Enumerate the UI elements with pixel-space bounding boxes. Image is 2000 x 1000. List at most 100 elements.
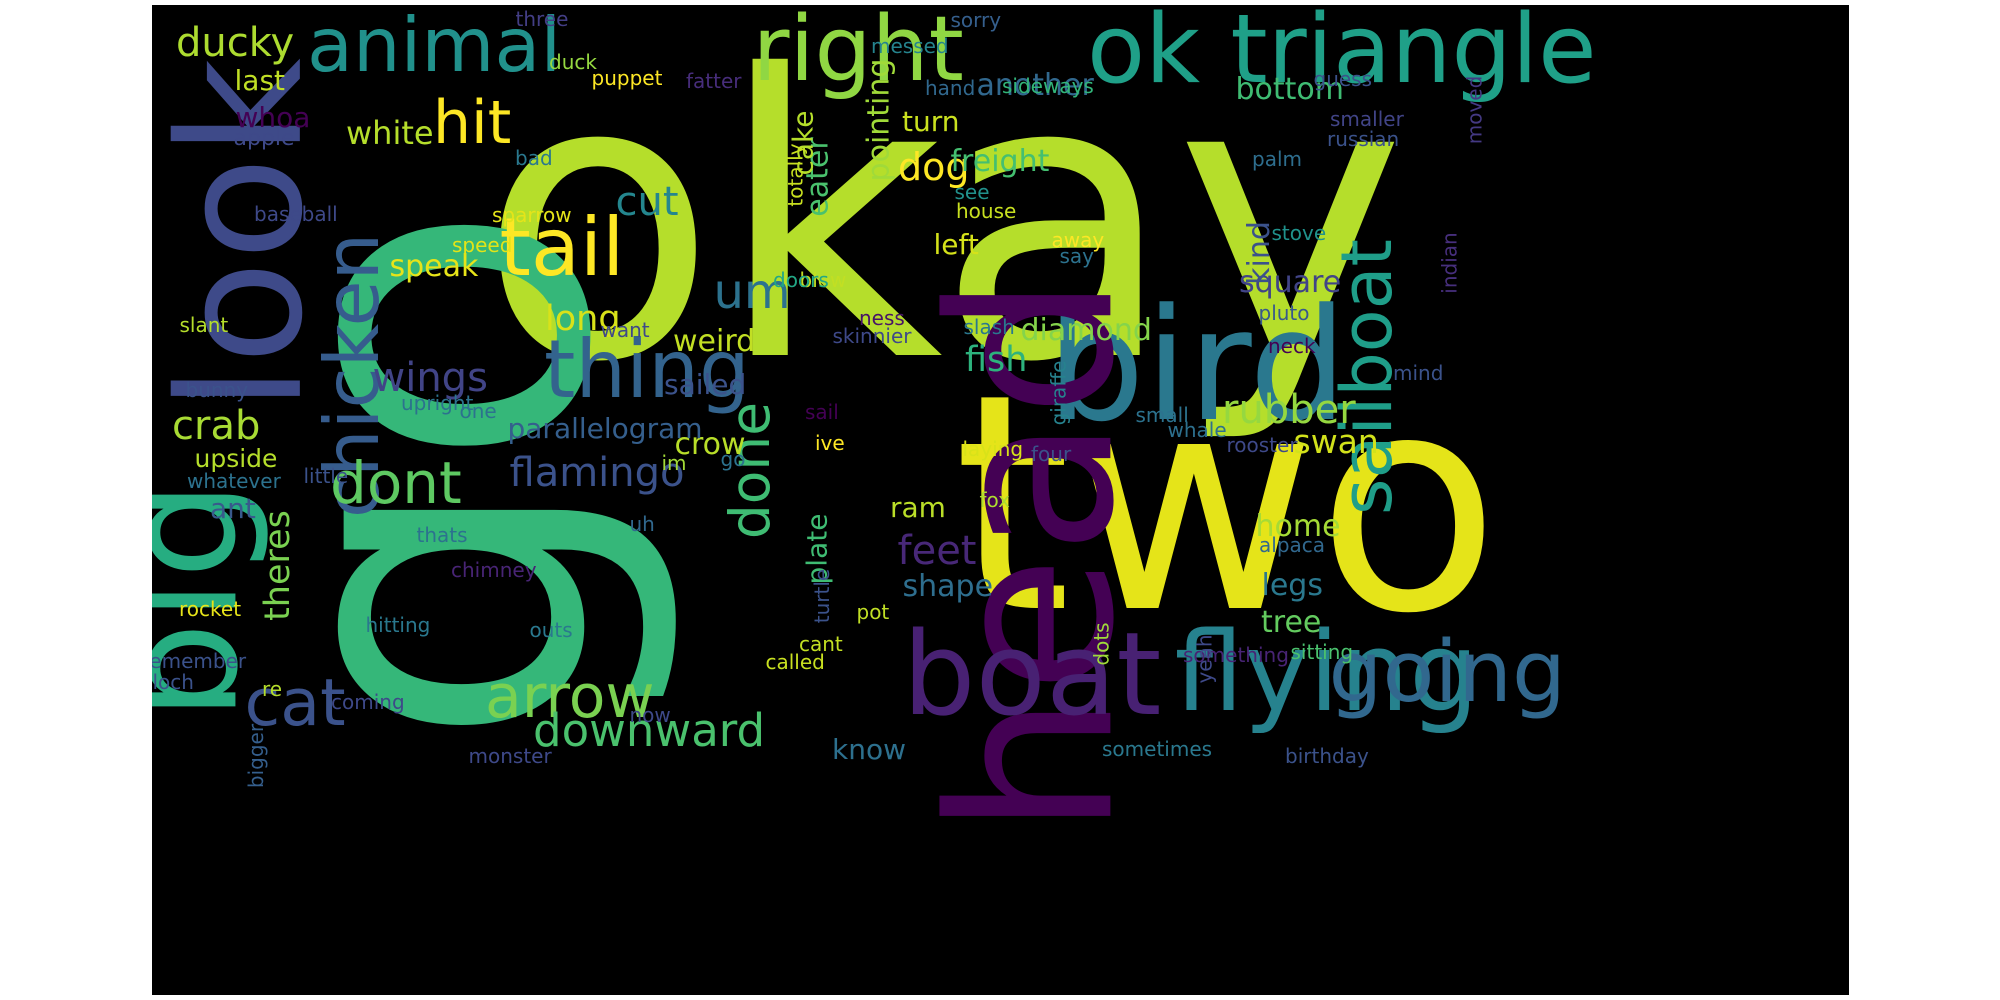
cloud-word: boat [902,607,1162,742]
cloud-word: um [713,264,791,320]
cloud-word: pointing [860,58,896,182]
cloud-word: sitting [1290,640,1354,664]
cloud-word: right [752,5,964,102]
cloud-word: parallelogram [507,412,703,445]
cloud-word: puppet [591,66,663,90]
cloud-word: indian [1437,232,1462,294]
cloud-word: fish [965,339,1028,380]
cloud-word: bottom [1235,72,1345,107]
cloud-word: hand [925,76,976,100]
cloud-word: slash [963,315,1015,339]
cloud-word: bird [1046,274,1348,456]
cloud-word: legs [1261,568,1323,603]
cloud-word: going [1328,622,1566,722]
cloud-word: rubber [1222,387,1356,433]
cloud-word: ram [890,491,946,524]
cloud-word: ducky [176,20,295,66]
cloud-word: want [600,318,650,342]
cloud-word: apple [233,126,295,151]
cloud-word: feet [897,528,977,574]
cloud-word: weird [673,324,756,359]
cloud-word: cat [244,665,346,741]
cloud-word: smaller [1330,107,1404,131]
cloud-word: pot [856,600,890,624]
cloud-word: bigger [244,723,269,789]
cloud-word: turn [902,105,960,138]
cloud-word: away [1051,228,1105,252]
cloud-word: mind [1393,361,1444,385]
cloud-word: upside [194,443,278,473]
cloud-word: palm [1252,147,1302,171]
cloud-word: crab [172,403,261,449]
cloud-word: turtle [810,568,835,624]
cloud-word: rocket [179,597,242,621]
cloud-word: one [459,399,497,423]
cloud-word: speak [389,249,479,284]
word-cloud: okay go two bird head look big flying boat ok tri… [152,5,1849,995]
cloud-word: square [1239,265,1342,300]
cloud-word: last [234,64,286,97]
cloud-word: say [1059,244,1095,268]
cloud-word: sorry [950,8,1002,32]
cloud-word: thing [544,323,750,416]
cloud-word: know [832,733,906,766]
cloud-word: whoa [235,101,311,134]
cloud-word: wings [372,355,488,401]
cloud-word: laying [962,437,1024,461]
cloud-word: yeah [1192,634,1217,684]
cloud-word: flying [1174,608,1480,736]
cloud-word: two [953,330,1501,679]
cloud-word: thats [416,523,468,547]
cloud-word: sailed [664,368,747,401]
cloud-word: sailboat [1325,239,1408,515]
cloud-word: dog [898,145,970,189]
cloud-word: loch [152,670,194,694]
cloud-word: okay [478,5,1406,447]
cloud-word: moved [1461,75,1486,145]
cloud-word: upright [401,391,474,415]
cloud-word: whale [1167,418,1227,442]
cloud-word: another [976,68,1094,103]
cloud-word: guess [1313,67,1373,91]
cloud-word: now [629,703,671,727]
cloud-word: long [545,298,621,339]
cloud-word: speed [452,233,513,257]
cloud-word: chimney [451,558,537,582]
cloud-word: sparrow [492,203,572,227]
cloud-word: small [1135,403,1189,427]
cloud-word: re [262,677,283,701]
cloud-word: downward [533,703,766,757]
cloud-word: bunny [185,378,249,402]
cloud-word: go [720,447,746,471]
cloud-word: three [515,7,569,31]
cloud-word: home [1255,509,1341,544]
cloud-word: duck [549,50,597,74]
cloud-word: blew [799,268,847,292]
cloud-word: russian [1327,127,1400,151]
cloud-word: baseball [254,202,338,226]
cloud-word: sideways [1002,74,1094,98]
cloud-word: little [303,464,349,488]
cloud-word: ive [815,431,845,455]
cloud-word: fatter [686,69,742,93]
cloud-word: ok triangle [1087,5,1597,105]
cloud-word: sail [805,400,839,424]
cloud-word: flamingo [509,450,685,496]
cloud-word: totally [783,143,808,207]
cloud-word: outs [529,618,573,642]
cloud-word: dots [1089,622,1114,666]
cloud-word: messed [871,34,949,58]
cloud-word: arrow [485,662,655,732]
cloud-word: cant [799,632,843,656]
cloud-word: im [661,451,687,475]
cloud-word: dont [330,449,462,517]
cloud-word: birthday [1285,744,1369,768]
cloud-word: tail [499,201,625,294]
cloud-word: giraffe [1045,360,1070,426]
cloud-word: swan [1293,421,1379,461]
cloud-word: crow [674,427,746,462]
cloud-word: neck [1268,334,1316,358]
cloud-word: hitting [365,613,431,637]
cloud-word: tree [1261,605,1322,640]
cloud-word: sometimes [1102,737,1213,761]
